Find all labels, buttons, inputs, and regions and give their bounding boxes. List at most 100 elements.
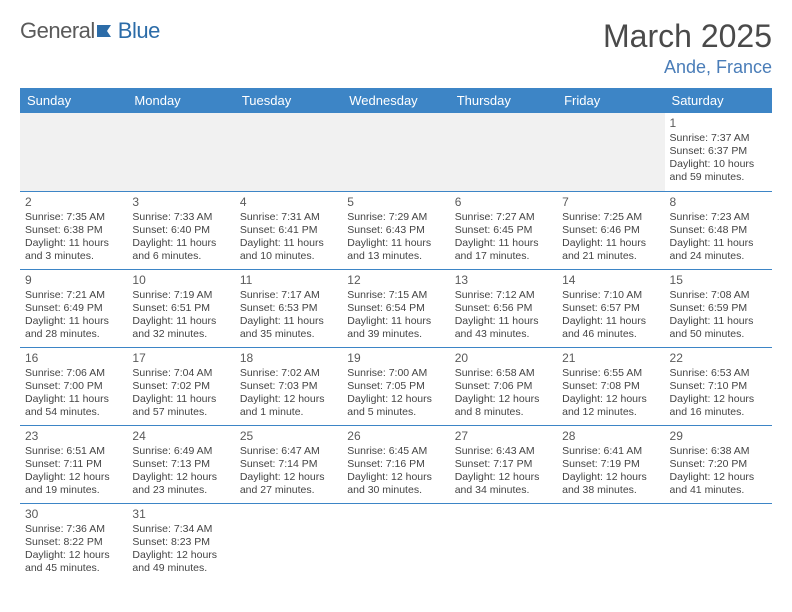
sunset: Sunset: 6:46 PM <box>562 224 659 237</box>
sunrise: Sunrise: 7:06 AM <box>25 367 122 380</box>
day-number: 5 <box>347 195 444 210</box>
day-cell: 9Sunrise: 7:21 AMSunset: 6:49 PMDaylight… <box>20 269 127 347</box>
day-cell <box>20 113 127 191</box>
sunset: Sunset: 6:38 PM <box>25 224 122 237</box>
day-number: 21 <box>562 351 659 366</box>
day-number: 8 <box>670 195 767 210</box>
daylight: Daylight: 11 hours and 39 minutes. <box>347 315 444 341</box>
sunrise: Sunrise: 7:02 AM <box>240 367 337 380</box>
sunset: Sunset: 7:11 PM <box>25 458 122 471</box>
sunrise: Sunrise: 6:58 AM <box>455 367 552 380</box>
daylight: Daylight: 12 hours and 19 minutes. <box>25 471 122 497</box>
sunset: Sunset: 7:10 PM <box>670 380 767 393</box>
sunrise: Sunrise: 7:34 AM <box>132 523 229 536</box>
daylight: Daylight: 11 hours and 24 minutes. <box>670 237 767 263</box>
daylight: Daylight: 12 hours and 1 minute. <box>240 393 337 419</box>
sunset: Sunset: 7:00 PM <box>25 380 122 393</box>
sunrise: Sunrise: 6:45 AM <box>347 445 444 458</box>
day-number: 1 <box>670 116 767 131</box>
daylight: Daylight: 11 hours and 6 minutes. <box>132 237 229 263</box>
day-number: 12 <box>347 273 444 288</box>
daylight: Daylight: 11 hours and 35 minutes. <box>240 315 337 341</box>
logo-text-b: Blue <box>118 18 160 44</box>
daylight: Daylight: 12 hours and 16 minutes. <box>670 393 767 419</box>
day-cell <box>450 503 557 581</box>
title-block: March 2025 Ande, France <box>603 18 772 78</box>
daylight: Daylight: 12 hours and 8 minutes. <box>455 393 552 419</box>
sunrise: Sunrise: 7:25 AM <box>562 211 659 224</box>
day-cell: 30Sunrise: 7:36 AMSunset: 8:22 PMDayligh… <box>20 503 127 581</box>
sunset: Sunset: 7:19 PM <box>562 458 659 471</box>
day-cell: 14Sunrise: 7:10 AMSunset: 6:57 PMDayligh… <box>557 269 664 347</box>
daylight: Daylight: 12 hours and 30 minutes. <box>347 471 444 497</box>
day-number: 26 <box>347 429 444 444</box>
page-title: March 2025 <box>603 18 772 55</box>
day-number: 31 <box>132 507 229 522</box>
daylight: Daylight: 11 hours and 28 minutes. <box>25 315 122 341</box>
daylight: Daylight: 11 hours and 17 minutes. <box>455 237 552 263</box>
day-number: 10 <box>132 273 229 288</box>
daylight: Daylight: 11 hours and 21 minutes. <box>562 237 659 263</box>
sunset: Sunset: 7:05 PM <box>347 380 444 393</box>
day-cell: 12Sunrise: 7:15 AMSunset: 6:54 PMDayligh… <box>342 269 449 347</box>
sunrise: Sunrise: 7:12 AM <box>455 289 552 302</box>
sunset: Sunset: 6:41 PM <box>240 224 337 237</box>
day-cell: 22Sunrise: 6:53 AMSunset: 7:10 PMDayligh… <box>665 347 772 425</box>
sunset: Sunset: 6:59 PM <box>670 302 767 315</box>
sunrise: Sunrise: 7:21 AM <box>25 289 122 302</box>
col-header: Monday <box>127 88 234 113</box>
daylight: Daylight: 11 hours and 3 minutes. <box>25 237 122 263</box>
day-cell: 29Sunrise: 6:38 AMSunset: 7:20 PMDayligh… <box>665 425 772 503</box>
day-cell <box>235 113 342 191</box>
sunset: Sunset: 6:43 PM <box>347 224 444 237</box>
day-number: 11 <box>240 273 337 288</box>
sunset: Sunset: 6:49 PM <box>25 302 122 315</box>
day-cell: 13Sunrise: 7:12 AMSunset: 6:56 PMDayligh… <box>450 269 557 347</box>
sunrise: Sunrise: 6:51 AM <box>25 445 122 458</box>
daylight: Daylight: 11 hours and 54 minutes. <box>25 393 122 419</box>
day-cell: 20Sunrise: 6:58 AMSunset: 7:06 PMDayligh… <box>450 347 557 425</box>
sunset: Sunset: 7:08 PM <box>562 380 659 393</box>
sunset: Sunset: 8:22 PM <box>25 536 122 549</box>
sunrise: Sunrise: 6:47 AM <box>240 445 337 458</box>
daylight: Daylight: 11 hours and 57 minutes. <box>132 393 229 419</box>
day-cell <box>342 113 449 191</box>
col-header: Wednesday <box>342 88 449 113</box>
day-cell: 31Sunrise: 7:34 AMSunset: 8:23 PMDayligh… <box>127 503 234 581</box>
day-cell: 17Sunrise: 7:04 AMSunset: 7:02 PMDayligh… <box>127 347 234 425</box>
daylight: Daylight: 11 hours and 10 minutes. <box>240 237 337 263</box>
sunset: Sunset: 6:54 PM <box>347 302 444 315</box>
daylight: Daylight: 10 hours and 59 minutes. <box>670 158 767 184</box>
sunrise: Sunrise: 6:53 AM <box>670 367 767 380</box>
daylight: Daylight: 12 hours and 38 minutes. <box>562 471 659 497</box>
day-number: 30 <box>25 507 122 522</box>
day-number: 14 <box>562 273 659 288</box>
sunrise: Sunrise: 7:19 AM <box>132 289 229 302</box>
day-cell: 8Sunrise: 7:23 AMSunset: 6:48 PMDaylight… <box>665 191 772 269</box>
day-cell: 24Sunrise: 6:49 AMSunset: 7:13 PMDayligh… <box>127 425 234 503</box>
day-number: 17 <box>132 351 229 366</box>
sunset: Sunset: 7:06 PM <box>455 380 552 393</box>
day-cell <box>557 503 664 581</box>
day-number: 22 <box>670 351 767 366</box>
sunrise: Sunrise: 6:41 AM <box>562 445 659 458</box>
daylight: Daylight: 12 hours and 34 minutes. <box>455 471 552 497</box>
sunrise: Sunrise: 7:17 AM <box>240 289 337 302</box>
day-number: 3 <box>132 195 229 210</box>
day-cell: 15Sunrise: 7:08 AMSunset: 6:59 PMDayligh… <box>665 269 772 347</box>
sunset: Sunset: 6:51 PM <box>132 302 229 315</box>
sunrise: Sunrise: 6:43 AM <box>455 445 552 458</box>
sunrise: Sunrise: 6:55 AM <box>562 367 659 380</box>
sunset: Sunset: 6:57 PM <box>562 302 659 315</box>
day-number: 15 <box>670 273 767 288</box>
sunset: Sunset: 6:40 PM <box>132 224 229 237</box>
sunrise: Sunrise: 7:36 AM <box>25 523 122 536</box>
calendar-table: SundayMondayTuesdayWednesdayThursdayFrid… <box>20 88 772 581</box>
sunrise: Sunrise: 6:49 AM <box>132 445 229 458</box>
sunrise: Sunrise: 7:08 AM <box>670 289 767 302</box>
day-number: 13 <box>455 273 552 288</box>
day-number: 9 <box>25 273 122 288</box>
sunrise: Sunrise: 6:38 AM <box>670 445 767 458</box>
day-cell: 7Sunrise: 7:25 AMSunset: 6:46 PMDaylight… <box>557 191 664 269</box>
day-cell <box>127 113 234 191</box>
